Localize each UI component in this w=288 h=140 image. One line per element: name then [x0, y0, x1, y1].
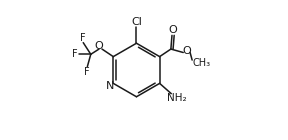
- Text: O: O: [169, 25, 177, 35]
- Text: F: F: [72, 49, 77, 59]
- Text: NH₂: NH₂: [167, 93, 187, 102]
- Text: CH₃: CH₃: [193, 58, 211, 68]
- Text: N: N: [106, 81, 114, 91]
- Text: O: O: [95, 40, 103, 51]
- Text: O: O: [183, 46, 192, 56]
- Text: F: F: [84, 67, 90, 77]
- Text: F: F: [80, 33, 86, 43]
- Text: Cl: Cl: [131, 17, 142, 27]
